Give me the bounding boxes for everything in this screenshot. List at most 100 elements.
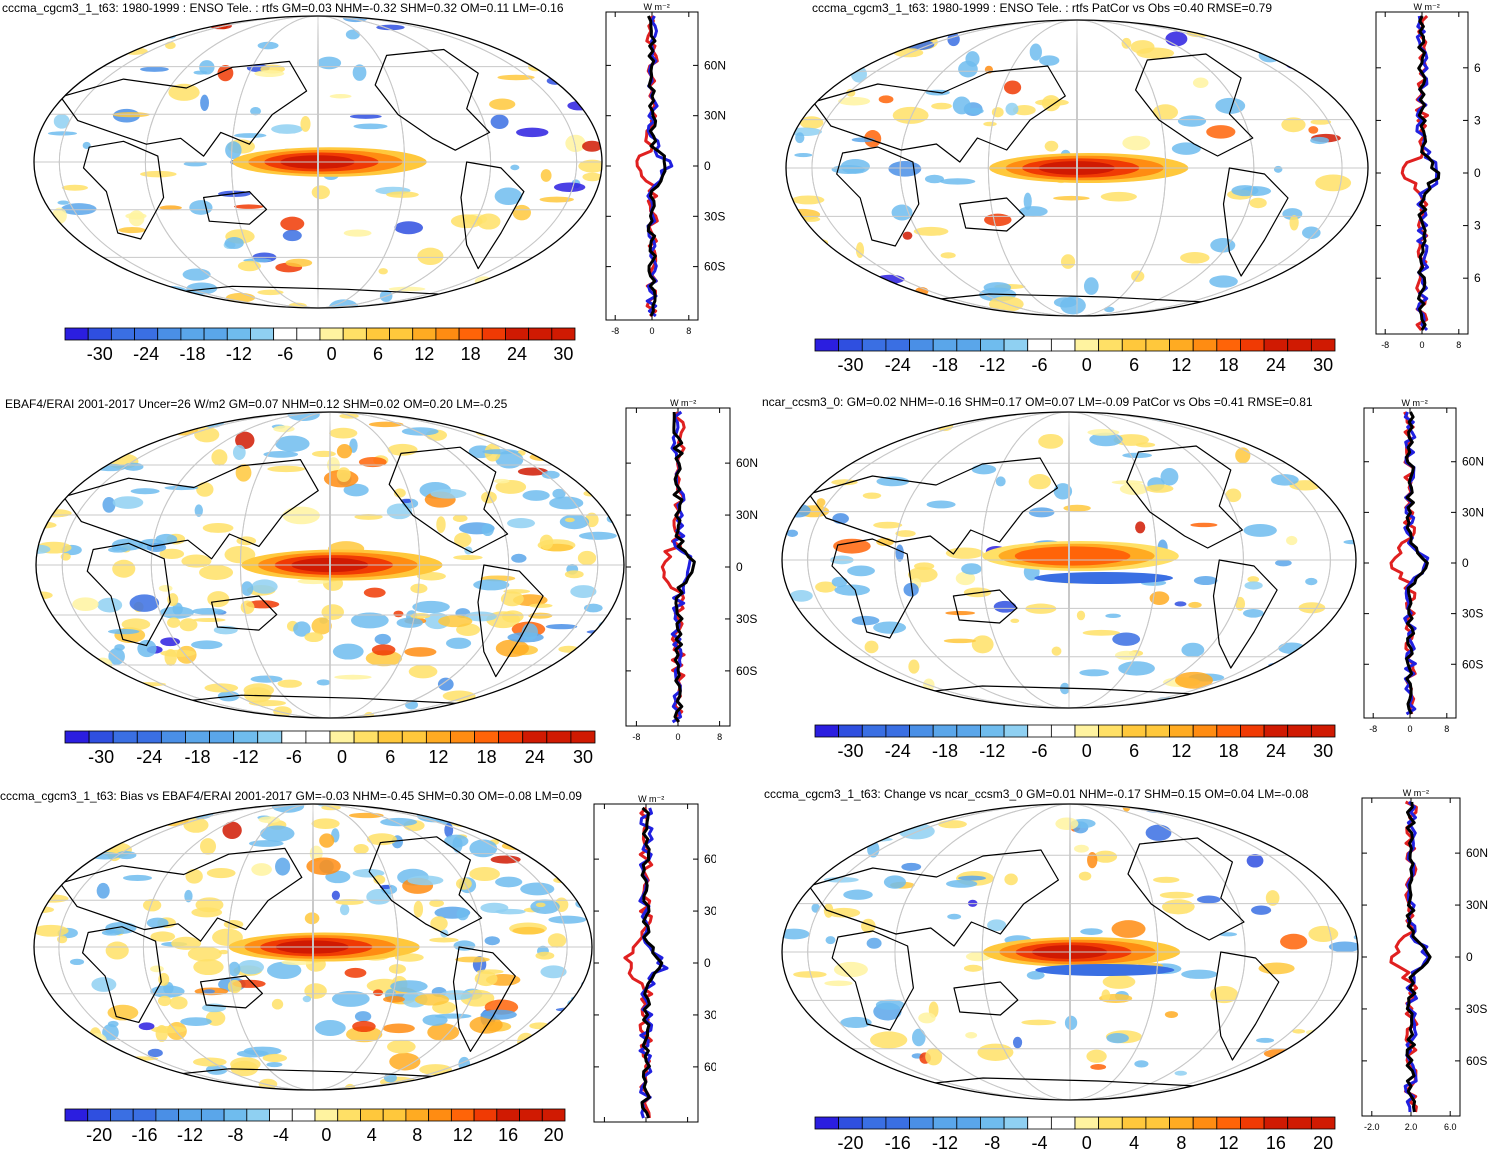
lat-label: 0 <box>736 560 743 574</box>
colorbar-cell <box>932 724 958 738</box>
colorbar-cell <box>1121 338 1147 352</box>
colorbar-cell <box>257 730 283 744</box>
colorbar-cell <box>87 327 112 341</box>
colorbar-cell <box>200 1108 225 1122</box>
profile-tick-label: -8 <box>1381 340 1389 350</box>
zonal-mean-profile: W m⁻² 6 3 0 3 6 -8 0 8 <box>1375 2 1481 350</box>
colorbar-cell <box>1074 338 1100 352</box>
colorbar-cell <box>519 1108 543 1122</box>
colorbar-label: 0 <box>1082 355 1092 375</box>
panel-title: cccma_cgcm3_1_t63: Bias vs EBAF4/ERAI 20… <box>0 789 582 803</box>
colorbar-cell <box>956 1116 981 1130</box>
units-label: W m⁻² <box>1413 2 1439 12</box>
lat-label: 30N <box>704 904 716 918</box>
colorbar-cell <box>956 338 981 352</box>
colorbar-cell <box>428 1108 452 1122</box>
colorbar-label: 24 <box>507 344 527 364</box>
profile-tick-label: 8 <box>686 326 691 336</box>
colorbar-label: -30 <box>837 355 863 375</box>
colorbar-cell <box>160 730 186 744</box>
colorbar-label: 12 <box>428 747 448 767</box>
profile-tick-label: 8 <box>1444 724 1449 734</box>
colorbar-label: 6 <box>1129 355 1139 375</box>
colorbar-cell <box>1192 1116 1218 1130</box>
colorbar-label: -18 <box>932 741 958 761</box>
colorbar-cell <box>1027 724 1052 738</box>
colorbar-label: -20 <box>837 1133 863 1151</box>
colorbar-cell <box>1121 724 1147 738</box>
lat-label: 6 <box>1474 271 1481 285</box>
colorbar: -30 -24 -18 -12 -6 0 6 12 18 24 30 <box>814 338 1336 375</box>
colorbar-cell <box>112 730 138 744</box>
colorbar-label: -12 <box>226 344 252 364</box>
colorbar-label: 4 <box>1129 1133 1139 1151</box>
colorbar-cell <box>110 327 135 341</box>
lat-label: 30S <box>736 612 757 626</box>
colorbar-cell <box>498 730 524 744</box>
colorbar-cell <box>1027 338 1052 352</box>
lat-label: 60S <box>704 1060 716 1074</box>
colorbar-cell <box>1145 338 1170 352</box>
colorbar: -30 -24 -18 -12 -6 0 6 12 18 24 30 <box>64 327 576 364</box>
units-label: W m⁻² <box>638 794 664 804</box>
profile-tick-label: 0 <box>649 326 654 336</box>
colorbar-cell <box>1216 338 1241 352</box>
colorbar-label: -24 <box>885 355 911 375</box>
colorbar-cell <box>64 1108 89 1122</box>
colorbar-cell <box>1050 338 1076 352</box>
colorbar-cell <box>365 327 390 341</box>
colorbar-cell <box>541 1108 566 1122</box>
lat-label: 30S <box>1466 1002 1487 1016</box>
colorbar-cell <box>450 730 475 744</box>
colorbar-cell <box>110 1108 134 1122</box>
colorbar-cell <box>551 327 576 341</box>
lat-label: 30N <box>736 508 758 522</box>
colorbar-cell <box>1145 724 1170 738</box>
zonal-mean-profile: W m⁻² 60N 30N 0 30S 60S -8 0 8 <box>605 2 726 336</box>
colorbar-cell <box>329 730 355 744</box>
profile-curve-black <box>646 15 667 317</box>
colorbar-label: 30 <box>573 747 593 767</box>
colorbar-label: -16 <box>132 1125 158 1145</box>
colorbar-cell <box>64 327 89 341</box>
panel-title: EBAF4/ERAI 2001-2017 Uncer=26 W/m2 GM=0.… <box>5 397 508 411</box>
lat-label: 60N <box>1462 455 1484 469</box>
colorbar-cell <box>203 327 228 341</box>
colorbar-label: 0 <box>327 344 337 364</box>
colorbar-label: -12 <box>177 1125 203 1145</box>
lat-label: 60N <box>736 456 758 470</box>
colorbar: -30 -24 -18 -12 -6 0 6 12 18 24 30 <box>814 724 1336 761</box>
profile-curve-black <box>640 806 664 1119</box>
lat-label: 0 <box>704 159 711 173</box>
units-label: W m⁻² <box>1403 788 1429 798</box>
colorbar-cell <box>861 338 887 352</box>
profile-tick-label: 0 <box>675 732 680 742</box>
colorbar-cell <box>1263 1116 1289 1130</box>
profile-tick-label: 0 <box>1407 724 1412 734</box>
profile-tick-label: 0 <box>1419 340 1424 350</box>
colorbar-cell <box>1240 338 1265 352</box>
colorbar: -20 -16 -12 -8 -4 0 4 8 12 16 20 <box>814 1116 1336 1151</box>
colorbar-cell <box>342 327 367 341</box>
world-map <box>33 15 603 309</box>
colorbar-cell <box>223 1108 248 1122</box>
colorbar-cell <box>305 730 331 744</box>
colorbar-label: -12 <box>979 355 1005 375</box>
colorbar-cell <box>132 1108 157 1122</box>
world-map <box>781 411 1357 709</box>
colorbar-cell <box>1145 1116 1170 1130</box>
units-label: W m⁻² <box>1401 398 1427 408</box>
lat-label: 30S <box>704 1008 716 1022</box>
world-map <box>35 411 625 719</box>
colorbar-cell <box>1121 1116 1147 1130</box>
colorbar-label: -6 <box>277 344 293 364</box>
colorbar-cell <box>909 724 934 738</box>
colorbar-cell <box>570 730 596 744</box>
colorbar-cell <box>885 1116 910 1130</box>
colorbar-cell <box>861 1116 887 1130</box>
colorbar-cell <box>1098 338 1123 352</box>
colorbar-cell <box>1240 1116 1265 1130</box>
colorbar-cell <box>956 724 981 738</box>
colorbar-cell <box>435 327 460 341</box>
colorbar-cell <box>1192 338 1218 352</box>
